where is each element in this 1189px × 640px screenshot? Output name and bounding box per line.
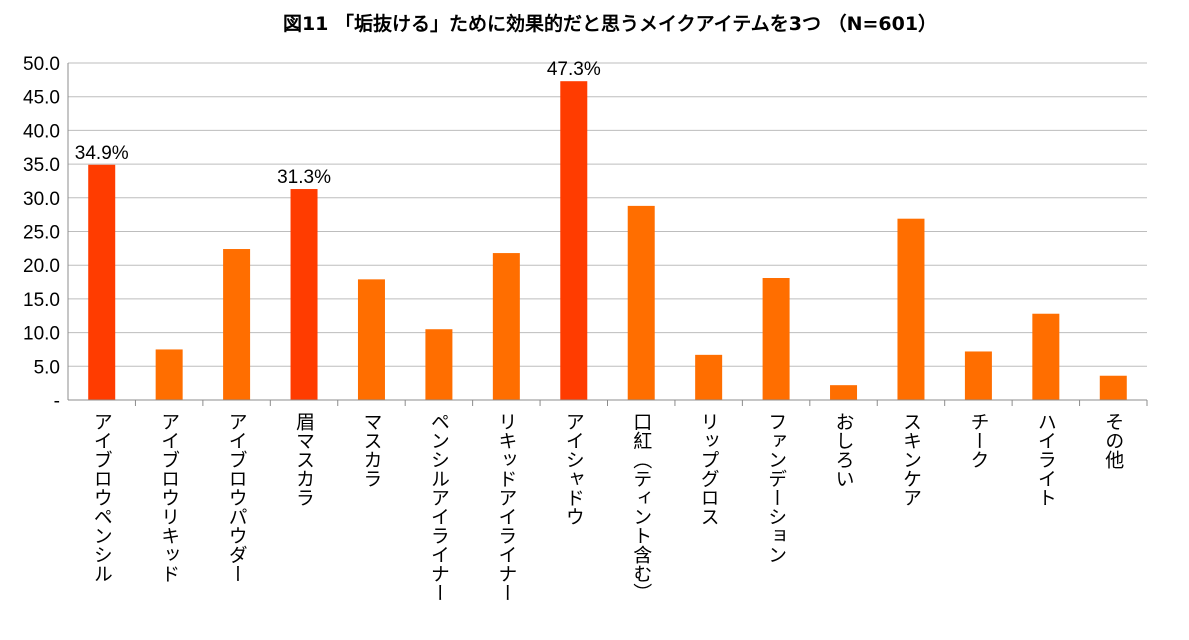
bar <box>357 279 385 400</box>
x-tick-label: 口紅（ティント含む） <box>630 412 652 602</box>
bar <box>290 189 318 400</box>
y-tick-label: 50.0 <box>23 54 60 75</box>
x-tick-label: リップグロス <box>698 412 720 526</box>
bars <box>88 81 1127 400</box>
bar <box>830 385 858 400</box>
bar <box>695 354 723 400</box>
bar <box>155 349 183 400</box>
x-tick-label: マスカラ <box>360 412 382 488</box>
x-axis-ticks: アイブロウペンシル アイブロウリキッド アイブロウパウダー 眉マスカラ マスカラ ペンシル… <box>91 400 1148 602</box>
bar <box>762 278 790 400</box>
y-tick-label: 20.0 <box>23 256 60 277</box>
x-tick-label: アイシャドウ <box>563 412 585 526</box>
bar <box>964 351 992 400</box>
y-tick-label: - <box>54 391 60 412</box>
bar <box>1032 313 1060 400</box>
bar <box>1099 375 1127 400</box>
x-tick-label: その他 <box>1102 412 1124 469</box>
x-tick-label: 眉マスカラ <box>293 412 315 507</box>
y-axis-ticks: - 5.0 10.0 15.0 20.0 25.0 30.0 35.0 40.0 45.0 50.0 <box>23 54 60 412</box>
bar <box>560 81 588 400</box>
data-label: 31.3% <box>277 167 331 188</box>
x-tick-label: スキンケア <box>900 412 922 507</box>
data-label: 34.9% <box>75 143 129 164</box>
y-tick-label: 25.0 <box>23 223 60 244</box>
bar <box>627 205 655 400</box>
x-tick-label: アイブロウペンシル <box>91 412 113 583</box>
x-tick-label: ペンシルアイライナー <box>428 412 450 602</box>
x-tick-label: ファンデーション <box>765 412 787 564</box>
y-tick-label: 40.0 <box>23 121 60 142</box>
y-tick-label: 15.0 <box>23 290 60 311</box>
x-tick-label: リキッドアイライナー <box>495 412 517 602</box>
y-tick-label: 30.0 <box>23 189 60 210</box>
data-label: 47.3% <box>547 59 601 80</box>
chart-title: 図11 「垢抜ける」ために効果的だと思うメイクアイテムを3つ （N=601） <box>283 12 937 35</box>
bar <box>425 329 453 400</box>
x-tick-label: ハイライト <box>1035 412 1057 507</box>
y-tick-label: 5.0 <box>34 357 60 378</box>
x-tick-label: アイブロウパウダー <box>226 412 248 583</box>
bar <box>492 253 520 400</box>
y-tick-label: 10.0 <box>23 324 60 345</box>
bar <box>88 164 116 400</box>
bar <box>897 218 925 400</box>
y-tick-label: 35.0 <box>23 155 60 176</box>
bar <box>223 249 251 400</box>
x-tick-label: アイブロウリキッド <box>158 412 180 583</box>
y-tick-label: 45.0 <box>23 88 60 109</box>
x-tick-label: チーク <box>967 412 989 469</box>
x-tick-label: おしろい <box>833 412 855 488</box>
data-labels: 34.9% 31.3% 47.3% <box>75 59 601 188</box>
